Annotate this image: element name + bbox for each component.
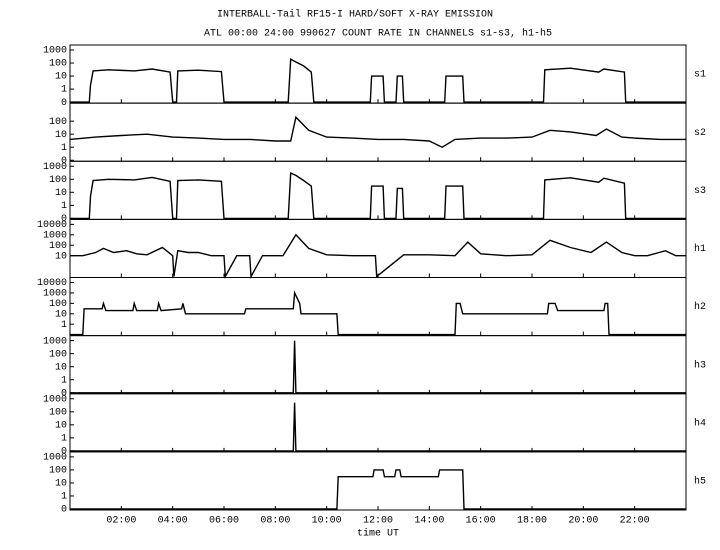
panel-frame <box>69 277 687 337</box>
panel-label: h2 <box>694 301 706 313</box>
y-tick-label: 100 <box>49 59 67 70</box>
y-tick-label: 10000 <box>37 220 67 231</box>
data-line <box>70 233 686 279</box>
x-tick-label: 04:00 <box>158 516 188 527</box>
y-tick-label: 100 <box>49 117 67 128</box>
y-tick-label: 1 <box>61 492 67 503</box>
y-tick-label: 0 <box>61 388 67 399</box>
y-tick-label: 0 <box>61 98 67 109</box>
y-tick-label: 1 <box>61 85 67 96</box>
y-tick-label: 1000 <box>43 289 67 300</box>
y-tick-label: 100 <box>49 299 67 310</box>
x-tick-label: 02:00 <box>106 516 136 527</box>
data-line <box>70 57 686 103</box>
y-tick-label: 1000 <box>43 162 67 173</box>
data-line <box>69 115 686 148</box>
y-tick-label: 10 <box>55 362 67 373</box>
x-tick-label: 12:00 <box>363 516 393 527</box>
panel-frame <box>69 44 687 104</box>
y-tick-label: 1 <box>61 320 67 331</box>
y-tick-label: 10 <box>55 251 67 262</box>
y-tick-label: 100 <box>49 349 67 360</box>
x-tick-label: 10:00 <box>312 516 342 527</box>
x-tick-label: 16:00 <box>466 516 496 527</box>
y-tick-label: 1 <box>61 433 67 444</box>
y-tick-label: 100 <box>49 466 67 477</box>
panel-frame <box>69 335 687 395</box>
data-line <box>70 340 686 394</box>
panel-frame <box>69 218 687 278</box>
y-tick-label: 1000 <box>43 453 67 464</box>
y-tick-label: 1000 <box>43 394 67 405</box>
y-tick-label: 10 <box>55 72 67 83</box>
y-tick-label: 1000 <box>43 46 67 57</box>
y-tick-label: 1000 <box>43 230 67 241</box>
panel-frame <box>69 160 687 220</box>
x-tick-label: 08:00 <box>260 516 290 527</box>
y-tick-label: 0 <box>61 447 67 458</box>
data-line <box>70 290 686 336</box>
y-tick-label: 1 <box>61 143 67 154</box>
x-tick-label: 22:00 <box>620 516 650 527</box>
y-tick-label: 1 <box>61 375 67 386</box>
y-tick-label: 100 <box>49 407 67 418</box>
x-tick-label: 20:00 <box>568 516 598 527</box>
panel-frame <box>69 102 687 162</box>
x-tick-label: 18:00 <box>517 516 547 527</box>
y-tick-label: 0 <box>61 156 67 167</box>
y-tick-label: 10 <box>55 420 67 431</box>
chart-title: INTERBALL-Tail RF15-I HARD/SOFT X-RAY EM… <box>217 9 493 21</box>
panel-frame <box>69 393 687 453</box>
y-tick-label: 10 <box>55 188 67 199</box>
panel-label: s2 <box>694 128 706 139</box>
x-tick-label: 14:00 <box>414 516 444 527</box>
y-tick-label: 1 <box>61 201 67 212</box>
data-line <box>70 402 686 452</box>
y-tick-label: 100 <box>49 241 67 252</box>
panel-frame <box>69 451 687 511</box>
panel-label: h5 <box>694 476 706 488</box>
panel-label: h3 <box>694 359 706 371</box>
y-tick-label: 10 <box>55 479 67 490</box>
x-axis-label: time UT <box>357 528 399 540</box>
panel-label: s1 <box>694 70 706 81</box>
x-tick-label: 06:00 <box>209 516 239 527</box>
panel-label: h1 <box>694 243 706 255</box>
y-tick-label: 10 <box>55 130 67 141</box>
y-tick-label: 100 <box>49 175 67 186</box>
y-tick-label: 10 <box>55 309 67 320</box>
y-tick-label: 0 <box>61 214 67 225</box>
chart-subtitle: ATL 00:00 24:00 990627 COUNT RATE IN CHA… <box>204 28 552 40</box>
y-tick-label: 0 <box>61 505 67 516</box>
data-line <box>70 172 686 220</box>
y-tick-label: 10000 <box>37 278 67 289</box>
panel-label: h4 <box>694 417 706 429</box>
y-tick-label: 1000 <box>43 336 67 347</box>
data-line <box>70 469 686 510</box>
panel-label: s3 <box>694 186 706 197</box>
